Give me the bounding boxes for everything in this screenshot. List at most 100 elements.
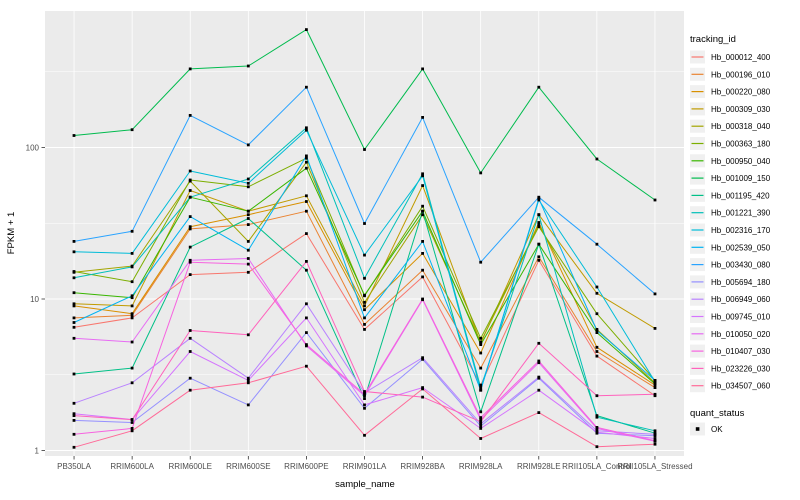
legend-label: Hb_001195_420 — [711, 191, 770, 200]
data-point-Hb_001009_150 — [246, 64, 250, 68]
data-point-Hb_009745_010 — [653, 437, 657, 440]
data-point-Hb_034507_060 — [653, 442, 657, 446]
x-tick-label: RRIM928LE — [517, 462, 561, 471]
data-point-Hb_034507_060 — [130, 429, 134, 433]
data-point-Hb_000220_080 — [537, 221, 541, 224]
legend-item: Hb_005694_180 — [690, 275, 771, 289]
data-point-Hb_002539_050 — [653, 379, 657, 382]
data-point-Hb_003430_080 — [537, 195, 541, 199]
data-point-Hb_002316_170 — [246, 181, 250, 185]
data-point-Hb_000363_180 — [188, 178, 192, 182]
legend-item: Hb_001009_150 — [690, 171, 771, 185]
data-point-Hb_000363_180 — [305, 156, 308, 160]
data-point-Hb_010407_030 — [421, 297, 424, 301]
legend-label: Hb_000950_040 — [711, 157, 771, 166]
data-point-Hb_010407_030 — [595, 426, 599, 429]
data-point-Hb_010050_020 — [246, 257, 250, 260]
data-point-Hb_000318_040 — [305, 160, 308, 164]
legend-item: Hb_009745_010 — [690, 310, 771, 323]
data-point-Hb_010407_030 — [363, 392, 366, 396]
data-point-Hb_000950_040 — [130, 296, 134, 300]
legend-item: Hb_000318_040 — [690, 119, 771, 133]
data-point-Hb_001221_390 — [653, 429, 657, 433]
data-point-Hb_010407_030 — [479, 416, 483, 419]
legend-item: Hb_001195_420 — [690, 188, 770, 202]
data-point-Hb_000012_400 — [595, 354, 599, 358]
x-tick-label: RRIM600LE — [168, 462, 212, 471]
data-point-Hb_006949_060 — [72, 401, 76, 405]
data-point-Hb_002539_050 — [246, 248, 250, 252]
data-point-Hb_005694_180 — [305, 331, 308, 334]
data-point-Hb_002539_050 — [595, 329, 599, 332]
legend-item: Hb_002316_170 — [690, 223, 771, 237]
data-point-Hb_000309_030 — [305, 194, 308, 198]
data-point-Hb_034507_060 — [537, 411, 541, 414]
data-point-Hb_003430_080 — [188, 114, 192, 117]
legend-item: Hb_000950_040 — [690, 154, 771, 168]
legend-title-quant-status: quant_status — [690, 408, 745, 419]
data-point-Hb_001195_420 — [246, 217, 250, 220]
data-point-Hb_001009_150 — [188, 67, 192, 71]
data-point-Hb_000196_010 — [595, 350, 599, 353]
data-point-Hb_000363_180 — [72, 270, 76, 273]
x-tick-label: RRIM928LA — [459, 462, 503, 471]
data-point-Hb_005694_180 — [130, 421, 134, 424]
data-point-Hb_002316_170 — [595, 285, 599, 289]
data-point-Hb_003430_080 — [305, 85, 308, 89]
data-point-Hb_003430_080 — [363, 222, 366, 225]
legend-label: Hb_023226_030 — [711, 364, 771, 373]
data-point-Hb_034507_060 — [188, 388, 192, 392]
data-point-Hb_001009_150 — [305, 28, 308, 31]
data-point-Hb_009745_010 — [595, 430, 599, 434]
data-point-Hb_034507_060 — [246, 381, 250, 385]
legend-label: Hb_002539_050 — [711, 243, 771, 252]
x-tick-label: RRIM600LA — [110, 462, 154, 471]
data-point-Hb_005694_180 — [246, 403, 250, 407]
data-point-Hb_000196_010 — [130, 313, 134, 317]
legend-label: Hb_000363_180 — [711, 140, 771, 149]
data-point-Hb_000950_040 — [246, 209, 250, 213]
data-point-Hb_003430_080 — [130, 229, 134, 233]
data-point-Hb_010407_030 — [537, 359, 541, 363]
data-point-Hb_009745_010 — [479, 427, 483, 430]
legend-label: Hb_000309_030 — [711, 105, 771, 114]
data-point-Hb_000950_040 — [595, 331, 599, 334]
data-point-Hb_005694_180 — [363, 406, 366, 410]
legend-item: Hb_001221_390 — [690, 206, 771, 220]
legend-label: Hb_001009_150 — [711, 174, 771, 183]
data-point-Hb_010050_020 — [72, 336, 76, 340]
legend-label: Hb_002316_170 — [711, 226, 771, 235]
data-point-Hb_010050_020 — [188, 258, 192, 262]
data-point-Hb_000220_080 — [188, 225, 192, 229]
data-point-Hb_000318_040 — [479, 340, 483, 344]
y-tick-label: 10 — [30, 295, 39, 304]
data-point-Hb_000012_400 — [188, 273, 192, 276]
data-point-Hb_000012_400 — [246, 270, 250, 274]
data-point-Hb_001221_390 — [72, 276, 76, 280]
legend-item: Hb_034507_060 — [690, 379, 771, 393]
data-point-Hb_002539_050 — [421, 240, 424, 243]
data-point-Hb_002539_050 — [188, 215, 192, 218]
data-point-Hb_023226_030 — [305, 260, 308, 263]
legend-item-quant-status: OK — [690, 422, 723, 436]
data-point-Hb_000220_080 — [421, 252, 424, 255]
data-point-Hb_000309_030 — [421, 184, 424, 187]
data-point-Hb_001009_150 — [479, 171, 483, 175]
data-point-Hb_002316_170 — [130, 252, 134, 255]
data-point-Hb_006949_060 — [421, 356, 424, 360]
data-point-Hb_000363_180 — [479, 336, 483, 340]
data-point-Hb_001221_390 — [537, 213, 541, 217]
data-point-Hb_001195_420 — [421, 209, 424, 213]
data-point-Hb_006949_060 — [537, 375, 541, 379]
data-point-Hb_002316_170 — [363, 253, 366, 257]
data-point-Hb_001195_420 — [537, 242, 541, 246]
data-point-Hb_000363_180 — [595, 312, 599, 316]
data-point-Hb_009745_010 — [305, 316, 308, 320]
data-point-Hb_000012_400 — [537, 258, 541, 262]
data-point-Hb_000309_030 — [72, 302, 76, 306]
y-tick-label: 100 — [26, 143, 40, 152]
data-point-Hb_010407_030 — [653, 439, 657, 443]
data-point-Hb_009745_010 — [246, 379, 250, 382]
data-point-Hb_000012_400 — [363, 328, 366, 331]
